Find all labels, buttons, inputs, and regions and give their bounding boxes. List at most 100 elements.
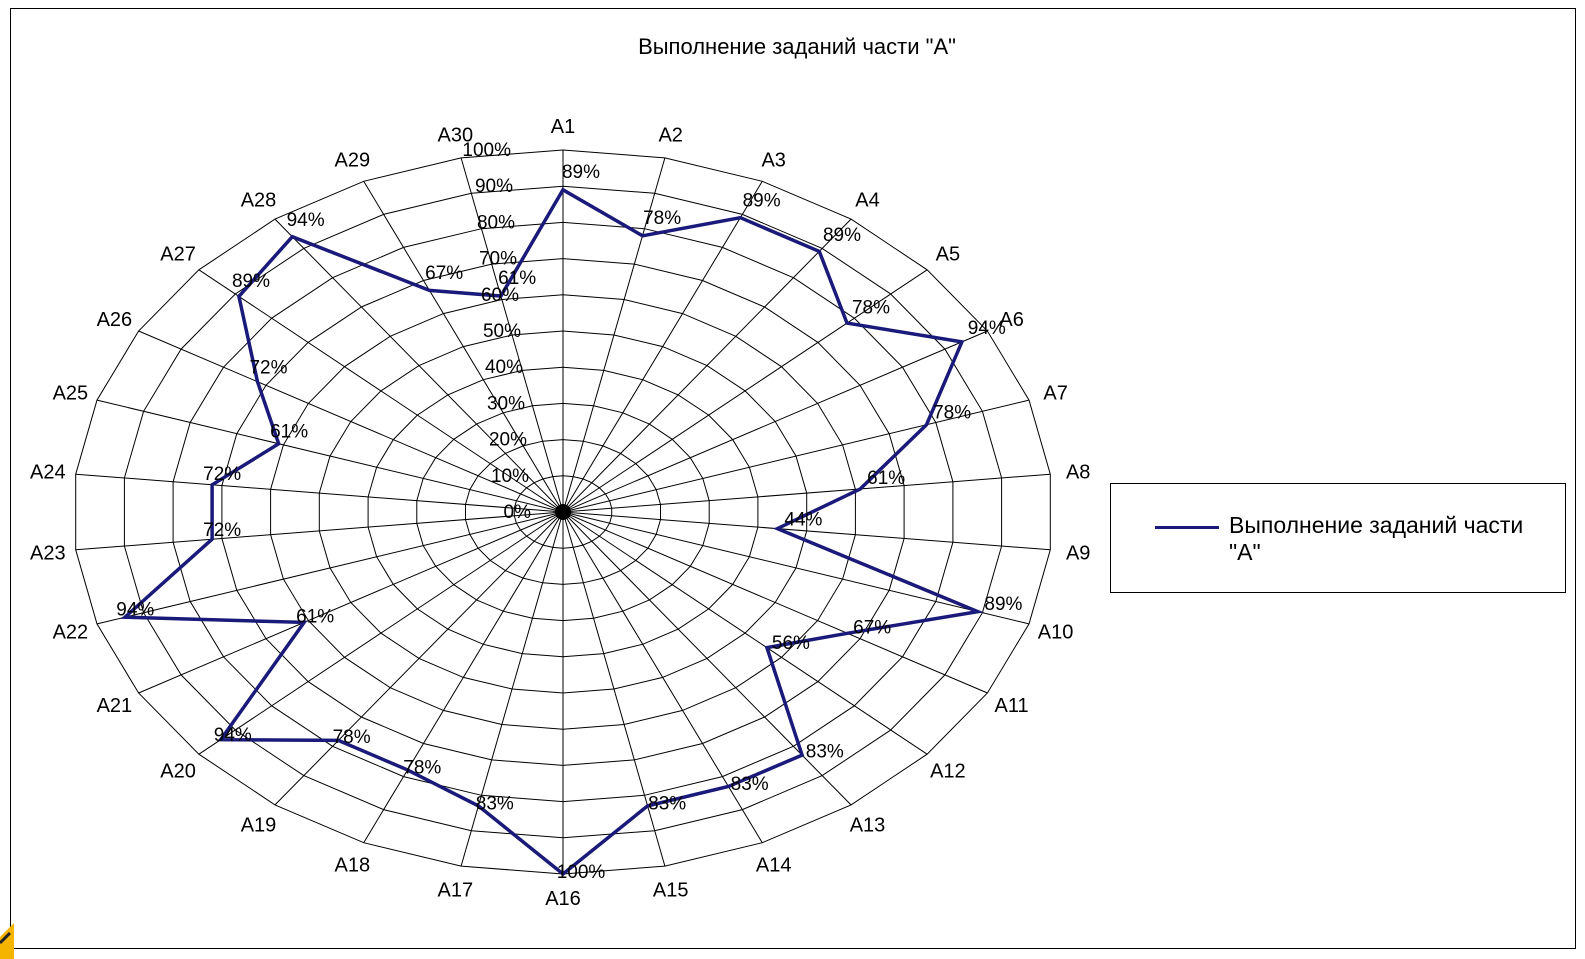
grid-spoke <box>460 157 564 513</box>
category-label: A4 <box>855 190 879 212</box>
category-label: A30 <box>438 124 474 146</box>
data-label: 89% <box>984 594 1022 615</box>
data-label: 67% <box>425 263 463 284</box>
grid-spoke <box>562 511 1051 551</box>
radial-tick-label: 50% <box>483 321 521 342</box>
data-label: 83% <box>648 794 686 815</box>
category-label: A25 <box>53 383 89 405</box>
grid-spoke <box>562 399 1030 513</box>
category-label: A11 <box>995 695 1029 717</box>
category-label: A16 <box>545 888 581 910</box>
data-label: 72% <box>203 520 241 541</box>
category-label: A13 <box>850 814 886 836</box>
category-label: A17 <box>438 880 474 902</box>
series-layer <box>120 187 985 877</box>
grid-spoke <box>562 157 666 513</box>
legend-series-swatch <box>1155 526 1219 529</box>
grid-spoke <box>198 511 564 755</box>
grid-spoke <box>274 511 564 806</box>
category-label: A14 <box>756 855 792 877</box>
category-labels: A1 A2 A3 A4 A5 A6 A7 A8 A9 A10 A11 A12 A13 A14 A15 A16 A… <box>30 116 1090 910</box>
data-label: 61% <box>867 468 905 489</box>
data-label: 61% <box>270 421 308 442</box>
grid-spoke <box>96 399 564 513</box>
data-label: 78% <box>333 727 371 748</box>
data-label: 67% <box>853 617 891 638</box>
category-label: A12 <box>930 760 966 782</box>
data-label: 44% <box>784 510 822 531</box>
category-label: A28 <box>241 190 277 212</box>
category-label: A23 <box>30 542 66 564</box>
grid-spoke <box>274 218 564 513</box>
category-label: A29 <box>335 149 371 171</box>
center-hub <box>555 504 571 520</box>
data-label: 89% <box>232 271 270 292</box>
grid-spoke <box>75 511 564 551</box>
data-label: 94% <box>968 318 1006 339</box>
category-label: A8 <box>1066 462 1090 484</box>
data-label: 94% <box>287 210 325 231</box>
data-labels: 89% 78% 89% 89% 78% 94% 78% 61% 44% 89% 67% 56% 83% 8… <box>116 162 1022 883</box>
grid-spoke <box>562 473 1051 513</box>
radial-tick-labels: 0% 10% 20% 30% 40% 50% 60% 70% 80% 90% 100% <box>462 140 531 523</box>
grid-spoke <box>562 218 852 513</box>
series-line <box>120 187 985 877</box>
category-label: A22 <box>53 621 89 643</box>
corner-decoration <box>0 923 14 959</box>
grid-spoke <box>363 181 564 513</box>
category-label: A21 <box>97 695 133 717</box>
data-label: 100% <box>557 862 606 883</box>
radial-tick-label: 100% <box>462 140 511 161</box>
chart-area <box>10 8 1576 949</box>
category-label: A18 <box>335 855 371 877</box>
data-label: 94% <box>116 600 154 621</box>
radial-tick-label: 70% <box>479 249 517 270</box>
category-label: A15 <box>653 880 689 902</box>
radial-tick-label: 10% <box>491 466 529 487</box>
grid-spoke <box>562 181 763 513</box>
category-label: A10 <box>1038 621 1074 643</box>
data-label: 61% <box>296 606 334 627</box>
grid-spoke <box>198 269 564 513</box>
category-label: A5 <box>936 244 960 266</box>
data-label: 78% <box>933 402 971 423</box>
category-label: A2 <box>658 124 682 146</box>
radial-tick-label: 90% <box>475 176 513 197</box>
radial-tick-label: 40% <box>485 357 523 378</box>
radial-tick-label: 30% <box>487 393 525 414</box>
legend: Выполнение заданий части "А" <box>1110 483 1566 593</box>
category-label: A6 <box>999 309 1023 331</box>
data-label: 89% <box>562 162 600 183</box>
grid-spoke <box>562 330 988 513</box>
grid <box>75 149 1051 875</box>
data-label: 83% <box>476 794 514 815</box>
category-label: A9 <box>1066 542 1090 564</box>
grid-spoke <box>138 511 564 694</box>
data-label: 83% <box>731 774 769 795</box>
grid-spoke <box>138 330 564 513</box>
category-label: A26 <box>97 309 133 331</box>
chart-title: Выполнение заданий части "А" <box>638 34 956 59</box>
data-label: 89% <box>743 190 781 211</box>
data-label: 78% <box>403 757 441 778</box>
category-label: A19 <box>241 814 277 836</box>
radial-tick-label: 60% <box>481 285 519 306</box>
grid-spoke <box>562 511 1030 625</box>
radial-tick-label: 0% <box>504 502 532 523</box>
category-label: A27 <box>160 244 196 266</box>
data-label: 72% <box>203 464 241 485</box>
data-label: 72% <box>249 358 287 379</box>
data-label: 83% <box>806 742 844 763</box>
data-label: 61% <box>498 268 536 289</box>
category-label: A7 <box>1043 383 1067 405</box>
category-label: A1 <box>551 116 575 138</box>
data-label: 89% <box>823 225 861 246</box>
data-label: 56% <box>772 633 810 654</box>
data-label: 94% <box>214 725 252 746</box>
grid-spoke <box>96 511 564 625</box>
data-label: 78% <box>643 208 681 229</box>
grid-spoke <box>562 511 928 755</box>
grid-spoke <box>75 473 564 513</box>
radial-tick-label: 80% <box>477 212 515 233</box>
